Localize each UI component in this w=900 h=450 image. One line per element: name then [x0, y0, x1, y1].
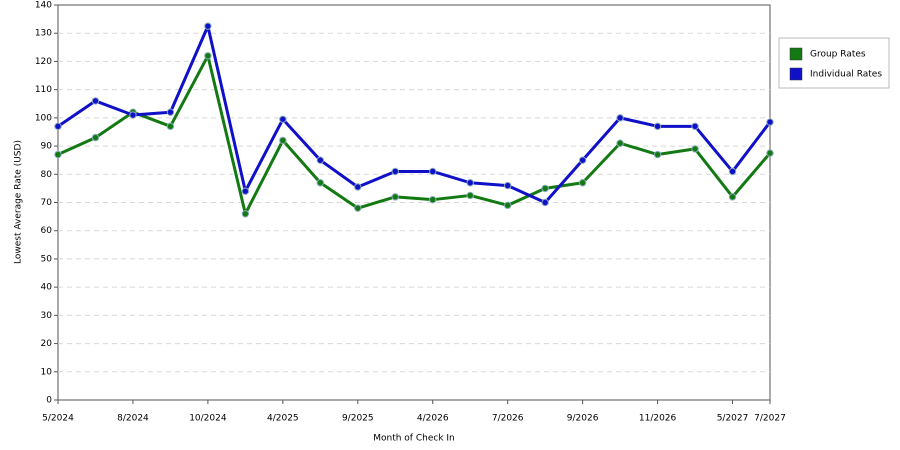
- point: [204, 52, 212, 60]
- point: [354, 204, 362, 212]
- point: [279, 136, 287, 145]
- point: [466, 191, 474, 200]
- point: [429, 195, 437, 204]
- point: [429, 167, 437, 176]
- y-tick-label: 70: [41, 198, 53, 208]
- legend-swatch: [789, 67, 803, 81]
- point: [54, 122, 62, 131]
- point: [204, 22, 212, 30]
- point: [541, 198, 549, 207]
- point: [691, 145, 699, 153]
- y-tick-label: 140: [35, 1, 52, 11]
- x-tick-label: 5/2027: [717, 414, 749, 424]
- x-tick-label: 9/2025: [342, 414, 374, 424]
- point: [54, 150, 62, 159]
- point: [616, 139, 624, 147]
- point: [766, 149, 774, 157]
- series-line: [57, 54, 772, 216]
- point: [166, 108, 175, 116]
- point: [166, 122, 175, 131]
- y-tick-label: 100: [35, 113, 52, 123]
- y-tick-label: 30: [41, 311, 53, 321]
- point: [578, 156, 587, 164]
- y-tick-label: 50: [41, 254, 53, 264]
- y-tick-label: 20: [41, 339, 53, 349]
- point: [241, 210, 250, 218]
- x-tick-label: 7/2026: [492, 414, 524, 424]
- y-tick-label: 110: [35, 85, 52, 95]
- point: [354, 183, 362, 191]
- legend-label: Group Rates: [810, 50, 866, 60]
- legend-swatch: [789, 47, 803, 61]
- point: [503, 201, 512, 210]
- x-tick-label: 11/2026: [639, 414, 677, 424]
- x-axis-label: Month of Check In: [373, 434, 455, 444]
- x-tick-label: 4/2026: [417, 414, 449, 424]
- point: [129, 111, 137, 119]
- x-tick-label: 7/2027: [754, 414, 786, 424]
- y-tick-label: 40: [41, 283, 53, 293]
- point: [391, 193, 399, 201]
- point: [691, 122, 699, 131]
- point: [616, 114, 624, 122]
- point: [91, 133, 100, 142]
- point: [466, 179, 474, 187]
- y-tick-label: 0: [46, 396, 52, 406]
- series-line: [57, 24, 772, 204]
- point: [241, 187, 250, 195]
- point: [316, 179, 325, 187]
- point: [541, 184, 549, 193]
- x-tick-label: 4/2025: [267, 414, 299, 424]
- legend-label: Individual Rates: [810, 70, 882, 80]
- point: [653, 122, 662, 131]
- y-tick-label: 60: [41, 226, 53, 236]
- x-tick-label: 10/2024: [189, 414, 227, 424]
- point: [316, 156, 325, 164]
- x-tick-label: 8/2024: [117, 414, 149, 424]
- point: [653, 150, 662, 159]
- point: [279, 115, 287, 123]
- legend-box: [778, 37, 890, 89]
- y-tick-label: 80: [41, 170, 53, 180]
- point: [728, 167, 737, 176]
- y-tick-label: 120: [35, 57, 52, 67]
- point: [578, 179, 587, 187]
- y-tick-label: 90: [41, 142, 53, 152]
- point: [503, 181, 512, 190]
- y-tick-label: 130: [35, 29, 52, 39]
- point: [766, 118, 774, 126]
- point: [391, 167, 399, 176]
- point: [91, 97, 100, 105]
- x-tick-label: 9/2026: [567, 414, 599, 424]
- y-tick-label: 10: [41, 367, 53, 377]
- y-axis-label: Lowest Average Rate (USD): [14, 140, 24, 264]
- point: [728, 193, 737, 201]
- x-tick-label: 5/2024: [42, 414, 74, 424]
